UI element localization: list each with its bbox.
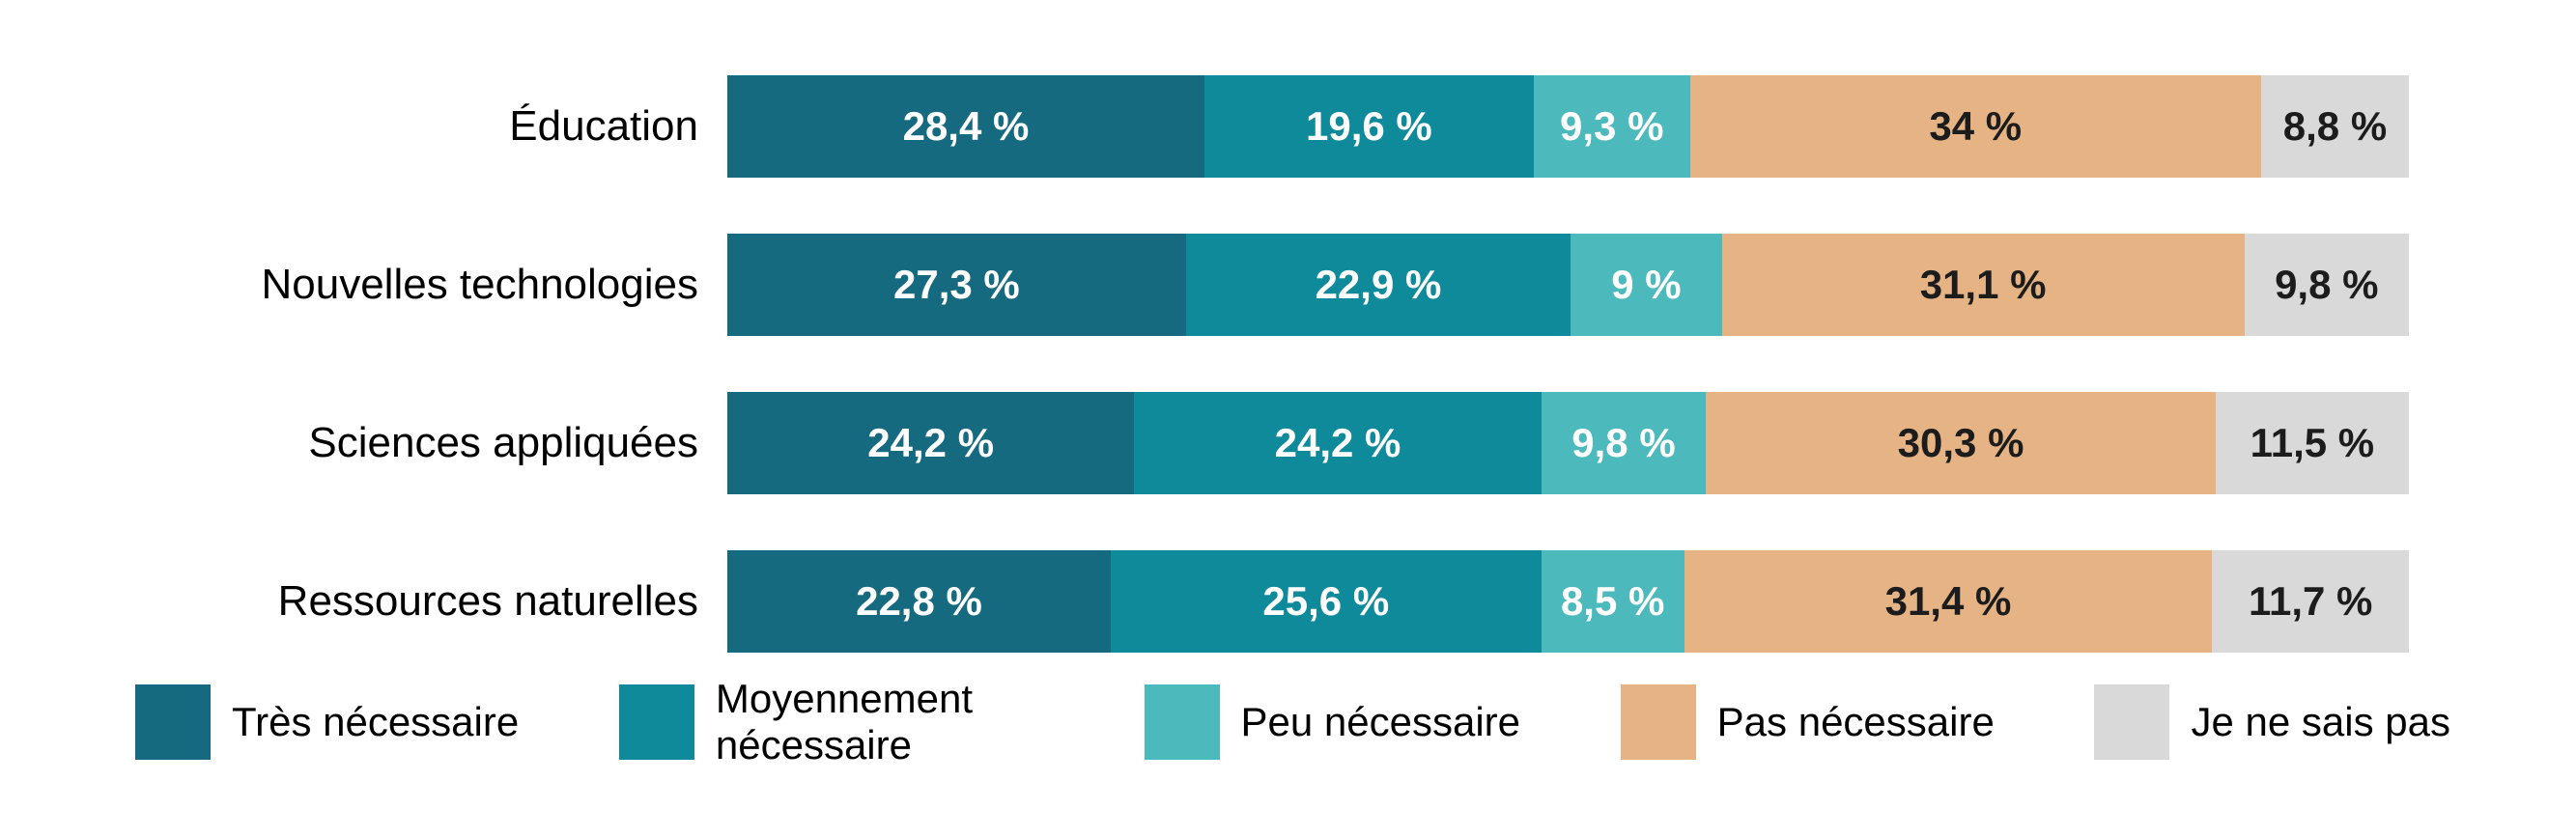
bar-segment: 28,4 % <box>727 75 1204 178</box>
bar-segment: 27,3 % <box>727 234 1186 336</box>
legend-item: Peu nécessaire <box>1144 684 1521 761</box>
legend-swatch-icon <box>2094 684 2170 761</box>
chart-row: Éducation 28,4 % 19,6 % 9,3 % 34 % 8,8 % <box>0 75 2409 178</box>
legend-swatch-icon <box>1620 684 1696 761</box>
stacked-bar: 24,2 % 24,2 % 9,8 % 30,3 % 11,5 % <box>727 392 2410 494</box>
category-label: Éducation <box>509 102 698 150</box>
bar-segment: 9,3 % <box>1533 75 1690 178</box>
bar-segment: 8,8 % <box>2260 75 2409 178</box>
legend-label: Pas nécessaire <box>1716 699 1995 745</box>
stacked-bar: 27,3 % 22,9 % 9 % 31,1 % 9,8 % <box>727 234 2409 336</box>
legend-swatch-icon <box>1144 684 1220 761</box>
legend-label: Peu nécessaire <box>1240 699 1521 745</box>
stacked-bar: 28,4 % 19,6 % 9,3 % 34 % 8,8 % <box>727 75 2409 178</box>
legend-label: Je ne sais pas <box>2191 699 2450 745</box>
bar-segment: 24,2 % <box>727 392 1135 494</box>
legend-item: Je ne sais pas <box>2094 684 2450 761</box>
bar-segment: 9,8 % <box>2244 234 2409 336</box>
chart-row: Nouvelles technologies 27,3 % 22,9 % 9 % 31,… <box>0 234 2409 336</box>
chart-legend: Très nécessaire Moyennement nécessaire Peu… <box>135 676 2450 769</box>
chart-row: Sciences appliquées 24,2 % 24,2 % 9,8 % 30,3… <box>0 392 2410 494</box>
chart-row: Ressources naturelles 22,8 % 25,6 % 8,5 % 31… <box>0 550 2410 653</box>
bar-segment: 34 % <box>1689 75 2261 178</box>
bar-segment: 30,3 % <box>1706 392 2216 494</box>
category-label: Sciences appliquées <box>308 419 698 466</box>
bar-segment: 31,4 % <box>1684 550 2213 653</box>
bar-segment: 9,8 % <box>1541 392 1707 494</box>
bar-segment: 31,1 % <box>1721 234 2245 336</box>
legend-item: Moyennement nécessaire <box>618 676 1044 769</box>
bar-segment: 9 % <box>1571 234 1722 336</box>
legend-item: Très nécessaire <box>135 684 520 761</box>
legend-swatch-icon <box>618 684 694 761</box>
bar-segment: 22,8 % <box>727 550 1111 653</box>
legend-label: Très nécessaire <box>232 699 520 745</box>
legend-label: Moyennement nécessaire <box>715 676 974 768</box>
bar-segment: 19,6 % <box>1203 75 1534 178</box>
stacked-bar: 22,8 % 25,6 % 8,5 % 31,4 % 11,7 % <box>727 550 2410 653</box>
bar-segment: 25,6 % <box>1110 550 1542 653</box>
bar-segment: 24,2 % <box>1134 392 1542 494</box>
legend-swatch-icon <box>135 684 211 761</box>
chart-plot-area: Éducation 28,4 % 19,6 % 9,3 % 34 % 8,8 % Nouve… <box>0 75 2410 653</box>
bar-segment: 11,5 % <box>2215 392 2410 494</box>
legend-item: Pas nécessaire <box>1620 684 1995 761</box>
bar-segment: 8,5 % <box>1541 550 1684 653</box>
bar-segment: 11,7 % <box>2212 550 2410 653</box>
bar-segment: 22,9 % <box>1185 234 1571 336</box>
category-label: Ressources naturelles <box>277 577 698 625</box>
category-label: Nouvelles technologies <box>261 261 698 308</box>
